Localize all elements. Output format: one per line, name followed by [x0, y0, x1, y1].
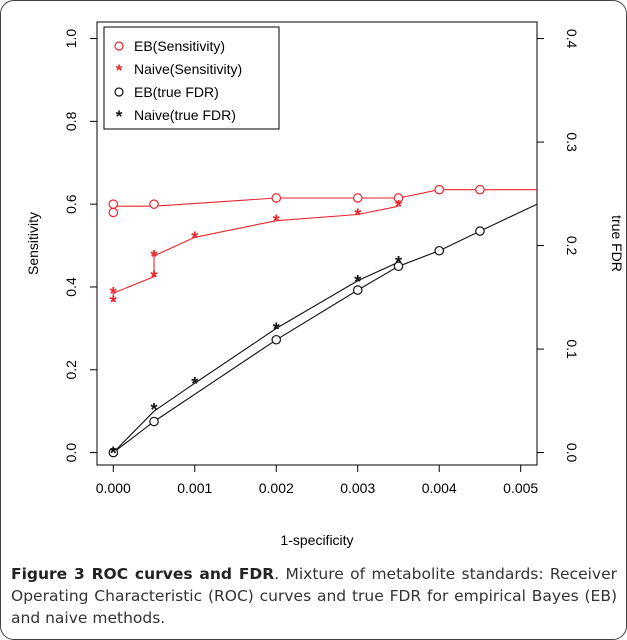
- y-axis-label-right: true FDR: [609, 215, 625, 272]
- series-2-point: *: [110, 284, 117, 304]
- legend-marker-3: [114, 87, 124, 97]
- series-line-4: [112, 261, 399, 453]
- y-right-tick-label: 0.4: [564, 29, 580, 49]
- series-4-point: *: [110, 444, 117, 464]
- y-left-tick-label: 1.0: [63, 29, 79, 49]
- x-axis-label: 1-specificity: [280, 532, 353, 548]
- legend-label-4: Naive(true FDR): [134, 107, 236, 123]
- x-tick-label: 0.000: [96, 480, 131, 496]
- y-left-tick-label: 0.6: [63, 194, 79, 214]
- series-line-3: [112, 203, 538, 454]
- series-4-point: *: [395, 253, 402, 273]
- legend-label-2: Naive(Sensitivity): [134, 61, 242, 77]
- series-3-point: [393, 261, 404, 272]
- legend-label-3: EB(true FDR): [134, 84, 219, 100]
- series-line-2: [112, 205, 399, 302]
- roc-chart: 0.000 0.001 0.002 0.003 0.004 0.005 0.0 0.2 0.4 0…: [25, 21, 625, 548]
- caption-title: Figure 3 ROC curves and FDR: [11, 565, 275, 583]
- series-1-point: [352, 193, 363, 203]
- series-2-point: *: [273, 212, 280, 232]
- series-3-point: [434, 245, 445, 256]
- series-2-point: *: [151, 247, 158, 267]
- series-1-point: [434, 184, 445, 195]
- series-4-point: *: [273, 319, 280, 339]
- y-right-tick-label: 0.1: [564, 339, 580, 359]
- legend-marker-1: [114, 41, 124, 51]
- figure-caption: Figure 3 ROC curves and FDR. Mixture of …: [11, 563, 617, 629]
- series-3-point: [149, 416, 159, 427]
- x-tick-label: 0.004: [422, 480, 457, 496]
- x-tick-label: 0.005: [503, 480, 538, 496]
- series-1-point: [149, 199, 159, 209]
- y-right-tick-label: 0.3: [564, 132, 580, 152]
- series-3-point: [475, 226, 485, 236]
- series-1-point: [108, 199, 119, 209]
- y-left-tick-label: 0.4: [63, 277, 79, 297]
- y-axis-label-left: Sensitivity: [25, 212, 41, 275]
- caption-text: . Mixture of metabolite standards: Recei…: [11, 565, 617, 627]
- series-line-1: [113, 189, 537, 207]
- series-1-point: [108, 207, 119, 218]
- series-2-point: *: [151, 268, 158, 288]
- y-right-tick-label: 0.0: [564, 443, 580, 463]
- series-4-point: *: [151, 400, 158, 420]
- x-tick-label: 0.001: [177, 480, 212, 496]
- series-2-point: *: [395, 197, 402, 217]
- series-4-point: *: [354, 272, 361, 292]
- y-left-tick-label: 0.8: [63, 111, 79, 131]
- series-2-point: *: [191, 228, 198, 248]
- plot-area: [96, 21, 538, 466]
- y-left-tick-label: 0.2: [63, 360, 79, 380]
- x-tick-label: 0.003: [340, 480, 375, 496]
- series-3-point: [271, 334, 282, 345]
- series-2-point: *: [354, 206, 361, 226]
- series-1-point: [475, 184, 485, 195]
- series-1-point: [271, 193, 282, 203]
- series-1-point: [393, 193, 404, 203]
- y-left-tick-label: 0.0: [63, 443, 79, 463]
- series-2-point: *: [110, 292, 117, 312]
- legend-marker-2: *: [116, 61, 123, 80]
- series-3-point: [352, 285, 363, 295]
- y-right-tick-label: 0.2: [564, 236, 580, 256]
- legend-label-1: EB(Sensitivity): [134, 38, 225, 54]
- legend-marker-4: *: [116, 107, 123, 126]
- series-4-point: *: [191, 374, 198, 394]
- x-tick-label: 0.002: [259, 480, 294, 496]
- legend-box: [103, 26, 280, 130]
- series-3-point: [108, 447, 119, 458]
